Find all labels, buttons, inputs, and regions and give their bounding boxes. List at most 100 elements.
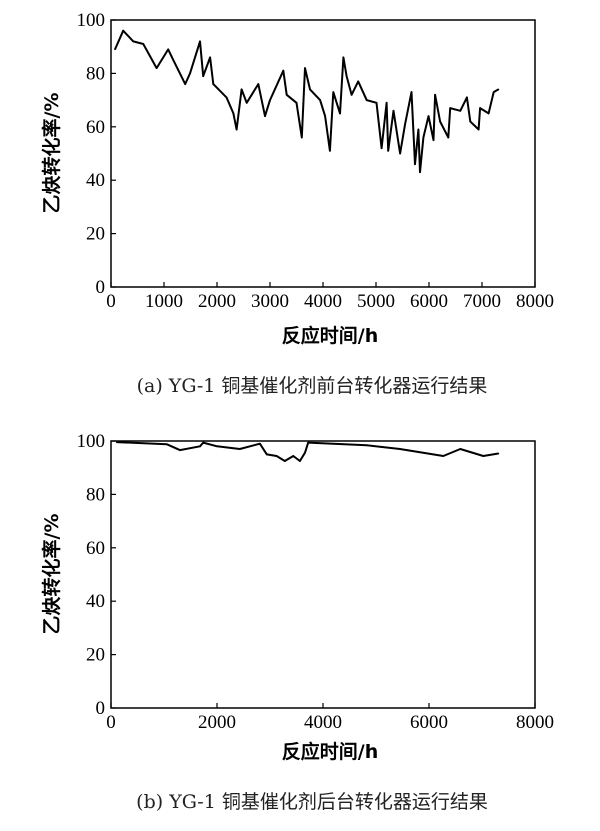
chart-a-data-point (422, 136, 425, 139)
chart-a-data-point (417, 128, 420, 131)
chart-a-data-point (282, 69, 285, 72)
chart-b-ylabel: 乙炔转化率/% (40, 514, 63, 635)
chart-a-data-point (404, 123, 406, 125)
chart-a-data-point (319, 99, 321, 101)
chart-b-data-point (238, 448, 241, 450)
chart-a-y-tick-label: 40 (86, 170, 105, 191)
chart-a-x-tick-label: 7000 (463, 291, 501, 312)
chart-a-data-point (189, 72, 191, 75)
chart-b-data-point (497, 452, 500, 455)
chart-a-data-point (209, 56, 211, 59)
chart-b-y-tick-label: 100 (77, 431, 106, 452)
chart-a-data-point (339, 112, 341, 115)
chart-a-xlabel: 反应时间/h (282, 324, 378, 347)
chart-a-data-point (447, 136, 450, 139)
chart-b-x-tick-label: 8000 (516, 712, 554, 733)
chart-a-data-point (269, 99, 271, 101)
chart-b-data-point (482, 455, 485, 457)
chart-a-data-point (304, 67, 306, 69)
chart-b-y-tick-label: 20 (86, 645, 105, 666)
chart-b-data-point (115, 441, 118, 443)
chart-a-series-line (114, 29, 499, 174)
chart-a-data-point (212, 83, 215, 85)
chart-b-x-tick-label: 4000 (304, 712, 342, 733)
chart-a-data-point (385, 101, 388, 104)
chart-a-data-point (295, 101, 298, 104)
chart-a-x-tick-label: 8000 (516, 291, 554, 312)
chart-a-data-point (309, 88, 311, 91)
chart-b-data-point (216, 445, 218, 448)
chart-a-data-point (365, 99, 368, 101)
chart-a-data-point (285, 93, 288, 96)
chart-a-data-point (202, 75, 205, 77)
chart-a-data-point (264, 115, 266, 117)
chart-a-y-tick-label: 20 (86, 224, 105, 245)
chart-b-data-point (275, 455, 278, 457)
chart-a-data-point (232, 112, 235, 115)
chart-a-x-tick-label: 2000 (198, 291, 236, 312)
chart-b-y-tick-label: 60 (86, 538, 105, 559)
chart-a-data-point (419, 171, 421, 173)
chart-b-series-line (116, 441, 499, 462)
chart-a-data-point (387, 150, 389, 152)
chart-b-data-point (179, 449, 181, 451)
chart-a-data-point (114, 48, 116, 51)
chart-a-data-point (392, 109, 395, 112)
chart-a-data-point (240, 88, 243, 91)
chart-b-data-point (266, 453, 268, 456)
chart-b-data-point (304, 451, 306, 454)
chart-a-data-point (132, 40, 135, 43)
chart-a-data-point (345, 75, 348, 77)
chart-a-ylabel: 乙炔转化率/% (40, 93, 63, 214)
chart-a-data-point (492, 91, 495, 93)
chart-a-data-point (434, 93, 436, 96)
chart-b-data-point (459, 448, 462, 450)
chart-a-data-point (199, 40, 201, 43)
chart-b-data-point (165, 443, 168, 446)
chart-a-data-point (155, 67, 158, 69)
chart-a-data-point (487, 112, 490, 115)
chart-a-data-point (357, 80, 360, 83)
chart-a-data-point (469, 120, 472, 123)
chart-a-x-tick-label: 0 (106, 291, 116, 312)
chart-b-data-point (332, 442, 335, 445)
chart-b-data-point (442, 455, 445, 457)
chart-a-data-point (497, 88, 500, 91)
chart-a-data-point (184, 83, 186, 85)
chart-b-plot-frame (110, 440, 536, 709)
chart-b-data-point (284, 460, 286, 462)
chart-a-data-point (414, 163, 416, 165)
chart-b-data-point (259, 442, 261, 445)
chart-b-data-point (292, 455, 295, 457)
chart-a-data-point (350, 93, 353, 96)
chart-a-data-point (399, 152, 401, 155)
chart-b-xlabel: 反应时间/h (282, 740, 378, 763)
chart-b-y-tick-label: 40 (86, 591, 105, 612)
chart-a-data-point (375, 101, 378, 104)
chart-a-data-point (332, 91, 335, 93)
chart-b-y-tick-label: 0 (96, 698, 106, 719)
chart-b-data-point (365, 444, 368, 447)
chart-a-data-point (235, 128, 238, 131)
chart-a-x-tick-label: 6000 (410, 291, 448, 312)
chart-a-y-tick-label: 60 (86, 117, 105, 138)
chart-a-data-point (301, 136, 303, 139)
chart-a-y-tick-label: 80 (86, 63, 105, 84)
chart-a-plot-frame (110, 19, 536, 288)
chart-b-x-tick-label: 2000 (198, 712, 236, 733)
chart-a-x-tick-label: 3000 (251, 291, 289, 312)
chart-b-y-tick-label: 80 (86, 484, 105, 505)
chart-a-data-point (122, 29, 124, 32)
chart-b-data-point (199, 445, 201, 448)
chart-b-data-point (202, 441, 205, 444)
chart-b-data-point (399, 448, 401, 450)
chart-a-x-tick-label: 4000 (304, 291, 342, 312)
chart-a-data-point (427, 115, 430, 117)
chart-b-data-point (299, 460, 301, 462)
chart-a-x-tick-label: 1000 (145, 291, 183, 312)
chart-a-data-point (142, 43, 145, 45)
chart-a-data-point (459, 109, 462, 112)
chart-a-data-point (380, 147, 383, 149)
